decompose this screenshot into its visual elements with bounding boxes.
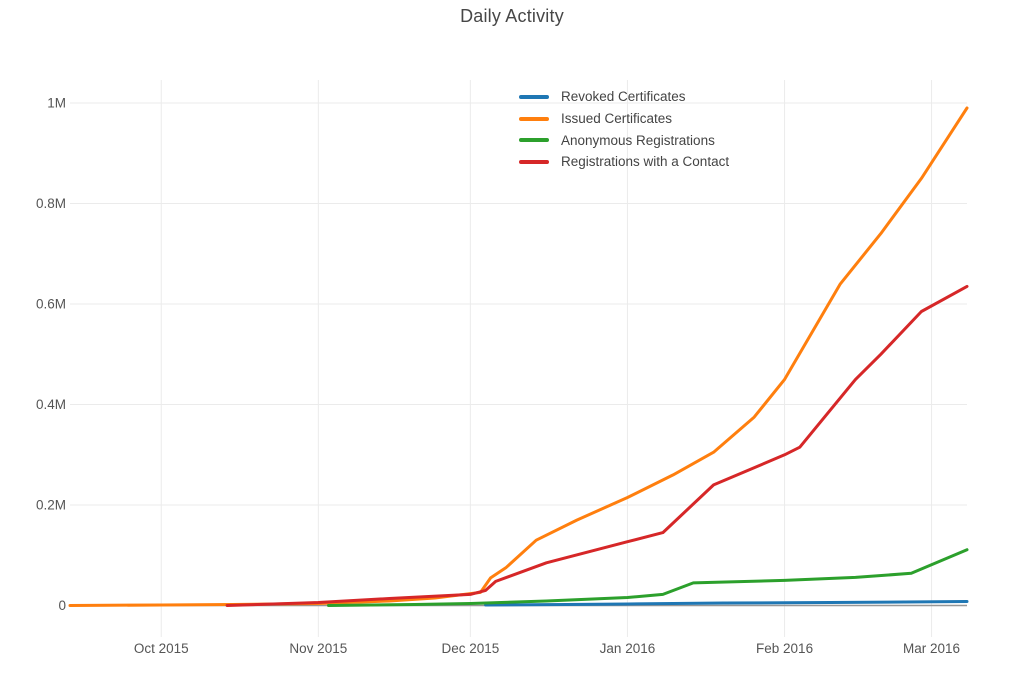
legend-label-anonymous-registrations: Anonymous Registrations [561, 132, 715, 148]
series-line-anonymous-registrations[interactable] [327, 548, 969, 607]
chart-title: Daily Activity [460, 6, 564, 26]
legend-swatch-issued-certificates-icon [519, 116, 549, 121]
x-tick-label: Jan 2016 [600, 641, 656, 656]
y-tick-label: 1M [47, 96, 66, 111]
x-tick-label: Feb 2016 [756, 641, 813, 656]
legend: Revoked Certificates Issued Certificates… [519, 86, 729, 173]
legend-label-revoked-certificates: Revoked Certificates [561, 89, 686, 105]
y-tick-label: 0.4M [36, 397, 66, 412]
series-line-registrations-with-a-contact[interactable] [225, 284, 969, 607]
legend-label-issued-certificates: Issued Certificates [561, 111, 673, 127]
x-tick-label: Mar 2016 [903, 641, 960, 656]
y-tick-label: 0.8M [36, 196, 66, 211]
series-line-revoked-certificates[interactable] [484, 600, 969, 607]
legend-item-registrations-with-contact[interactable]: Registrations with a Contact [519, 151, 729, 173]
series-line-issued-certificates[interactable] [68, 106, 969, 607]
y-tick-label: 0 [58, 598, 66, 613]
legend-item-issued-certificates[interactable]: Issued Certificates [519, 108, 729, 130]
legend-label-registrations-with-contact: Registrations with a Contact [561, 154, 730, 170]
legend-swatch-revoked-certificates-icon [519, 94, 549, 99]
legend-swatch-anonymous-registrations-icon [519, 138, 549, 143]
legend-swatch-registrations-with-contact-icon [519, 159, 549, 164]
legend-item-anonymous-registrations[interactable]: Anonymous Registrations [519, 129, 729, 151]
x-tick-label: Nov 2015 [289, 641, 347, 656]
legend-item-revoked-certificates[interactable]: Revoked Certificates [519, 86, 729, 108]
y-tick-label: 0.6M [36, 297, 66, 312]
x-tick-label: Oct 2015 [134, 641, 189, 656]
x-tick-label: Dec 2015 [441, 641, 499, 656]
y-tick-label: 0.2M [36, 498, 66, 513]
